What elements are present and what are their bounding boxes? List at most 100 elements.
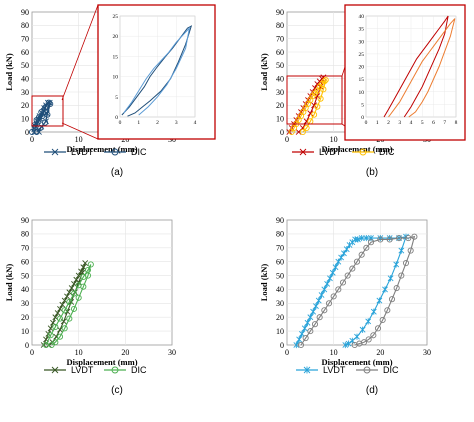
inset-y-tick-label: 20: [359, 65, 365, 71]
zoom-region-box: [31, 95, 64, 127]
x-axis-title: Displacement (mm): [66, 357, 137, 367]
data-point: [304, 319, 311, 326]
data-point: [341, 250, 347, 257]
inset-x-tick-label: 1: [137, 120, 140, 126]
y-tick-label: 0: [280, 341, 284, 350]
data-point: [324, 280, 331, 287]
data-point: [313, 303, 319, 310]
data-point: [384, 307, 391, 314]
inset-x-tick-label: 6: [432, 120, 435, 126]
inset-y-tick-label: 40: [359, 14, 365, 20]
data-point: [318, 291, 325, 299]
data-point: [87, 261, 94, 268]
data-point: [393, 285, 400, 292]
inset-y-tick-label: 10: [359, 90, 365, 96]
data-point: [345, 340, 352, 347]
x-tick-label: 20: [376, 348, 384, 357]
data-point: [363, 234, 370, 242]
y-tick-label: 20: [21, 101, 29, 110]
legend-label: LVDT: [71, 365, 94, 375]
zoom-connector: [61, 4, 99, 101]
data-point: [68, 299, 75, 305]
data-point: [64, 293, 70, 300]
inset-y-tick-label: 15: [359, 77, 365, 83]
x-tick-label: 10: [75, 135, 83, 144]
panel-label: (d): [366, 385, 378, 396]
y-axis-title: Load (kN): [259, 53, 269, 91]
data-point: [42, 119, 49, 126]
inset-x-tick-label: 8: [455, 120, 458, 126]
legend-label: DIC: [383, 365, 399, 375]
inset-x-tick-label: 2: [387, 120, 390, 126]
series-dic: [297, 233, 418, 349]
inset-x-tick-label: 5: [421, 120, 424, 126]
legend-marker: [111, 148, 119, 156]
data-point: [52, 323, 59, 330]
data-point: [38, 108, 45, 116]
x-tick-label: 0: [30, 348, 34, 357]
data-point: [68, 285, 75, 291]
data-point: [61, 325, 68, 332]
data-point: [315, 297, 322, 304]
data-point: [343, 246, 350, 253]
data-point: [395, 235, 403, 242]
data-point: [344, 272, 351, 279]
data-point: [47, 332, 54, 339]
data-point: [407, 247, 414, 254]
data-point: [398, 272, 405, 279]
data-point: [35, 118, 42, 125]
x-tick-label: 20: [121, 348, 129, 357]
legend-label: DIC: [131, 147, 147, 157]
x-tick-label: 30: [168, 348, 176, 357]
y-tick-label: 30: [21, 299, 29, 308]
inset-y-tick-label: 5: [361, 102, 364, 108]
data-point: [42, 103, 50, 110]
inset-y-tick-label: 0: [115, 115, 118, 121]
y-tick-label: 50: [21, 61, 29, 70]
data-point: [70, 305, 78, 312]
data-point: [40, 110, 47, 117]
data-point: [64, 308, 71, 315]
data-point: [370, 332, 377, 339]
y-tick-label: 70: [276, 34, 284, 43]
data-point: [28, 128, 36, 136]
series-line: [45, 264, 92, 346]
data-point: [365, 318, 372, 325]
panel-c: 0 10 20 30 40 50 60 70 80 90 0 10 20 30 Displacement (…: [4, 216, 176, 396]
data-point: [54, 310, 61, 316]
inset-x-tick-label: 0: [119, 120, 122, 126]
inset-chart: 0 5 10 15 20 25 0 1 2 3 4: [31, 4, 216, 140]
legend-label: LVDT: [323, 365, 346, 375]
inset-x-tick-label: 4: [410, 120, 413, 126]
y-tick-label: 90: [276, 216, 284, 225]
data-point: [327, 275, 333, 282]
inset-y-tick-label: 20: [113, 34, 119, 40]
data-point: [296, 336, 303, 343]
y-tick-label: 20: [276, 313, 284, 322]
data-point: [307, 314, 314, 321]
data-point: [405, 235, 412, 242]
y-tick-label: 50: [276, 61, 284, 70]
panel-label: (c): [111, 385, 123, 396]
y-tick-label: 20: [276, 101, 284, 110]
data-point: [321, 307, 328, 314]
data-point: [56, 333, 64, 340]
data-point: [56, 315, 64, 322]
data-point: [339, 279, 347, 286]
data-point: [311, 102, 317, 109]
data-point: [358, 251, 365, 258]
inset-y-tick-label: 10: [113, 75, 119, 81]
inset-x-tick-label: 2: [156, 120, 159, 126]
inset-border: [97, 4, 216, 140]
legend-label: DIC: [379, 147, 395, 157]
y-tick-label: 20: [21, 313, 29, 322]
data-point: [33, 128, 40, 136]
y-tick-label: 40: [21, 74, 29, 83]
data-point: [70, 290, 78, 297]
data-point: [349, 265, 356, 272]
data-point: [301, 325, 308, 332]
data-point: [42, 104, 49, 112]
data-point: [353, 258, 361, 265]
